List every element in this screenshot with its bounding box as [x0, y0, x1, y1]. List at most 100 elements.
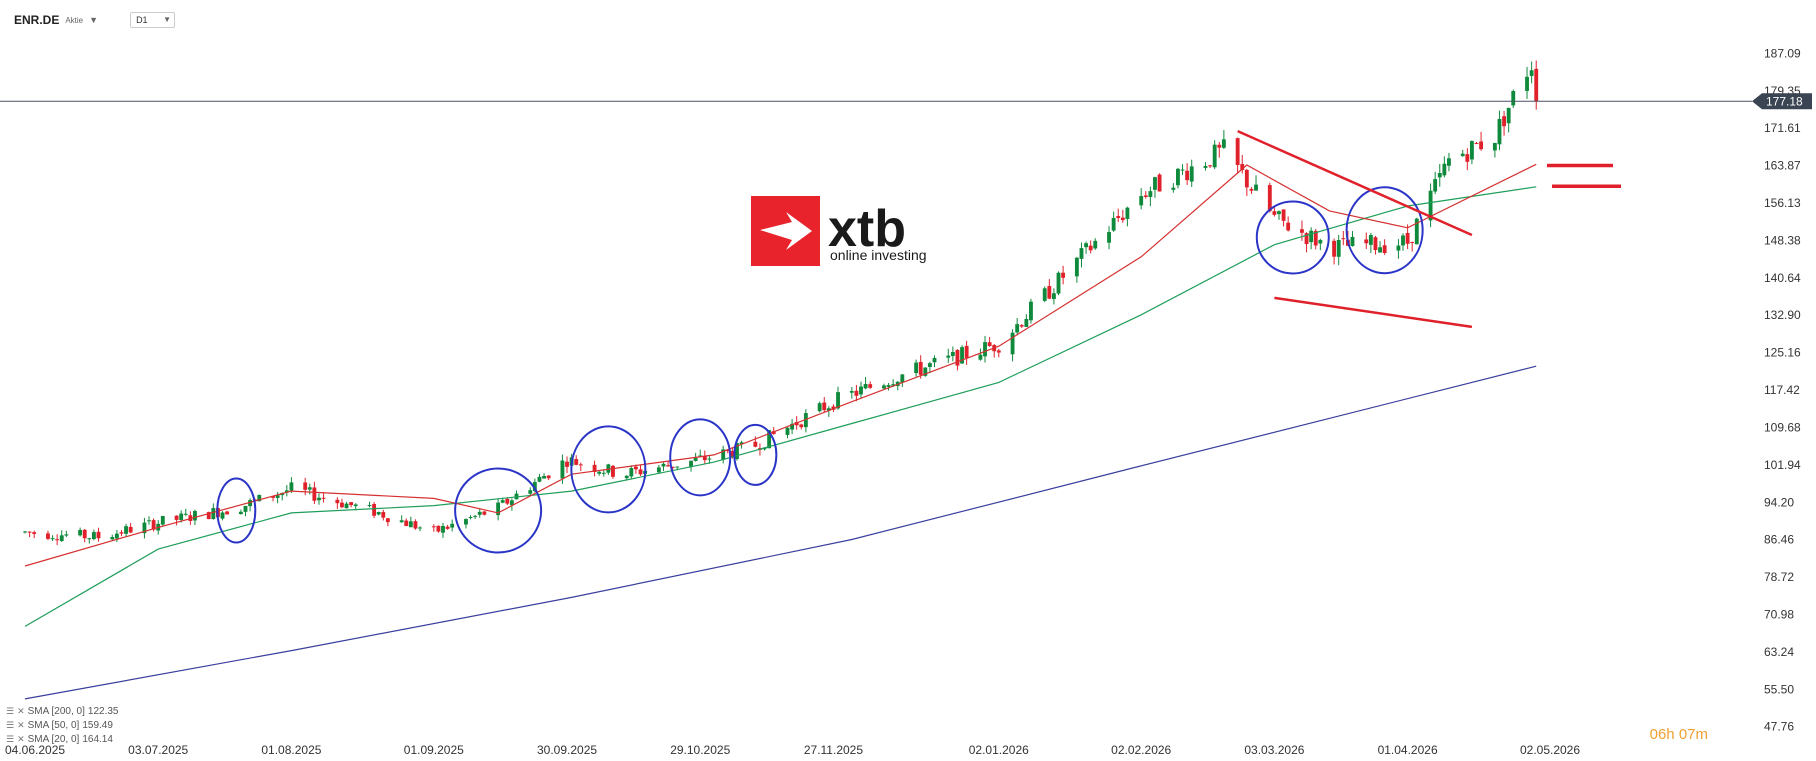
candle [142, 517, 147, 539]
y-tick-label: 117.42 [1764, 383, 1800, 397]
timeframe-select[interactable]: D1 ▼ [130, 12, 176, 28]
annotation-circle[interactable] [454, 467, 543, 554]
close-icon[interactable]: ✕ [17, 733, 25, 744]
candle [64, 530, 69, 538]
candle [1474, 141, 1479, 145]
candle [59, 530, 64, 542]
x-tick-label: 01.04.2026 [1378, 743, 1438, 757]
candle [473, 515, 478, 520]
candle [404, 518, 409, 527]
candle [1378, 241, 1382, 253]
candle [335, 497, 340, 509]
y-tick-label: 86.46 [1764, 533, 1794, 547]
candle [955, 349, 960, 371]
candle [1111, 211, 1116, 232]
candle [1469, 140, 1474, 165]
chevron-down-icon: ▼ [163, 15, 172, 24]
candle [629, 465, 634, 480]
candle [537, 473, 542, 483]
candle [565, 456, 569, 474]
candle [1442, 156, 1447, 178]
candle [225, 510, 230, 515]
candle [996, 348, 1001, 358]
candle [477, 508, 482, 518]
candle [1120, 209, 1125, 223]
candle [863, 376, 868, 390]
candle [496, 498, 501, 521]
candle [1506, 107, 1511, 133]
candle [110, 534, 115, 540]
candle [721, 445, 726, 464]
candle [753, 436, 758, 448]
candle [1534, 60, 1539, 110]
candle [1479, 131, 1484, 151]
candle [900, 373, 905, 387]
candle [1465, 148, 1470, 171]
menu-icon[interactable]: ☰ [6, 719, 15, 730]
candle [124, 523, 128, 537]
annotation-circle[interactable] [1345, 186, 1424, 275]
countdown-hours: 06 [1649, 726, 1667, 743]
candle [349, 501, 354, 508]
candle [445, 524, 450, 530]
candle [1125, 206, 1130, 227]
candle [275, 492, 280, 504]
candle [1382, 239, 1387, 255]
annotation-trendline[interactable] [1274, 296, 1473, 329]
chart-toolbar: ENR.DE Aktie ▼ D1 ▼ [14, 10, 176, 30]
candle [987, 337, 992, 347]
annotation-circle[interactable] [216, 477, 257, 544]
y-tick-label: 125.16 [1764, 346, 1801, 360]
candle [771, 427, 776, 435]
candle [1433, 171, 1438, 195]
menu-icon[interactable]: ☰ [6, 733, 15, 744]
candle [91, 529, 96, 541]
y-tick-label: 70.98 [1764, 607, 1794, 621]
close-icon[interactable]: ✕ [17, 705, 25, 716]
candle [317, 493, 321, 505]
candle [1414, 217, 1419, 245]
candle [509, 498, 514, 511]
candle [601, 469, 606, 477]
candle [87, 537, 92, 544]
candle [431, 524, 436, 532]
annotation-trendline[interactable] [1237, 129, 1473, 237]
candle [1042, 286, 1047, 303]
candle [868, 381, 873, 389]
candle [817, 401, 822, 413]
candle [441, 522, 445, 538]
candle [1401, 233, 1405, 251]
candle [151, 518, 156, 532]
symbol-dropdown-icon[interactable]: ▼ [89, 15, 99, 25]
annotation-circle[interactable] [1255, 200, 1330, 275]
candle [978, 348, 983, 361]
candle [1189, 159, 1194, 187]
candle [1332, 238, 1337, 265]
annotation-circle[interactable] [570, 425, 647, 514]
legend-row: ☰ ✕ SMA [20, 0] 164.14 [6, 732, 118, 746]
candle [418, 526, 422, 532]
candle [1074, 256, 1079, 283]
sma-200-line [24, 365, 1537, 700]
candle [895, 381, 900, 391]
candle [1318, 238, 1323, 251]
candle [1212, 140, 1217, 170]
candle [1281, 209, 1286, 227]
candle-countdown: 06h 07m [1650, 726, 1708, 743]
candle [183, 508, 188, 517]
candle [27, 531, 32, 538]
candle [702, 450, 707, 465]
annotation-circle[interactable] [669, 418, 732, 497]
candle [1208, 165, 1213, 169]
candle [413, 519, 418, 530]
candle [1460, 149, 1465, 157]
candle [822, 396, 827, 413]
candle [1364, 232, 1369, 249]
x-tick-label: 03.07.2025 [128, 743, 188, 757]
menu-icon[interactable]: ☰ [6, 705, 15, 716]
close-icon[interactable]: ✕ [17, 719, 25, 730]
annotation-circle[interactable] [733, 423, 778, 486]
candle [321, 492, 326, 503]
logo-arrow-icon [760, 212, 812, 250]
